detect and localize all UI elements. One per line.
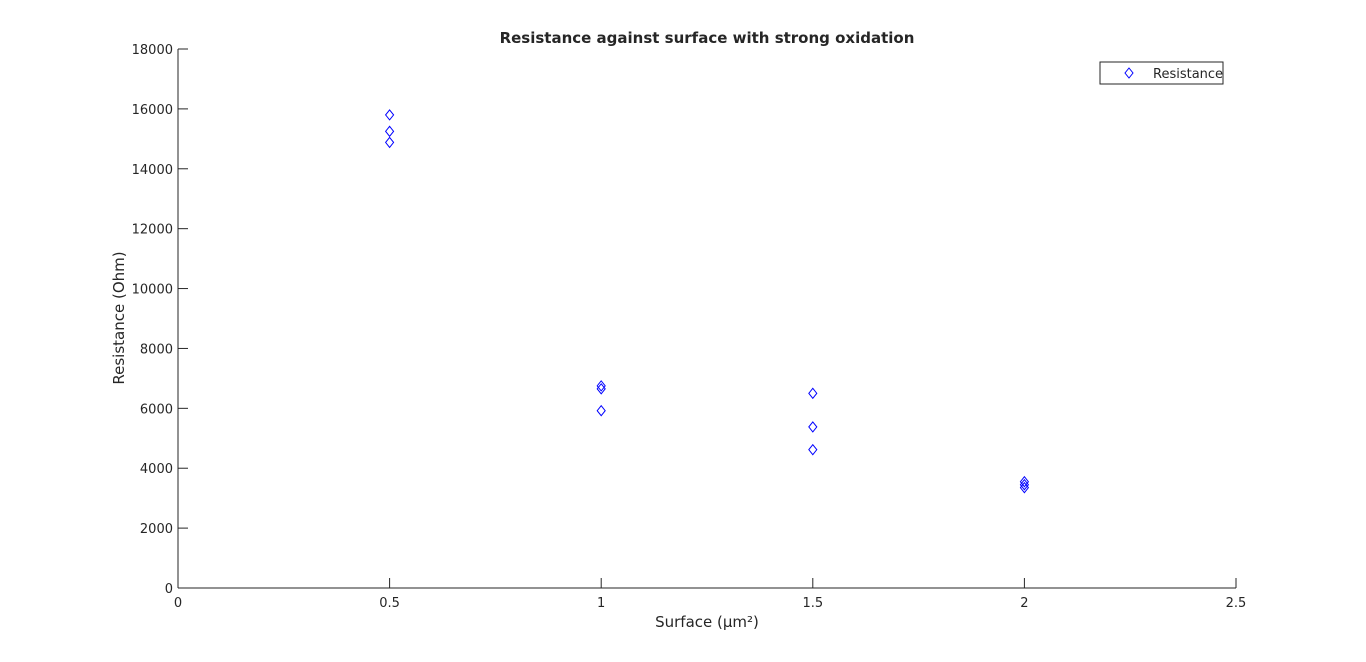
legend: Resistance: [1099, 61, 1224, 85]
axes: [177, 49, 1236, 589]
data-point: [808, 421, 818, 433]
legend-label: Resistance: [1153, 67, 1223, 82]
data-point: [1019, 478, 1030, 491]
data-point: [596, 383, 606, 395]
data-point: [596, 404, 606, 417]
data-points: [384, 109, 1030, 494]
y-tick-label: 10000: [132, 283, 173, 298]
y-tick-label: 12000: [132, 223, 173, 238]
y-tick-label: 18000: [132, 43, 173, 58]
data-point: [384, 125, 395, 138]
y-tick-label: 4000: [140, 462, 173, 477]
x-tick-label: 2: [1020, 596, 1028, 611]
x-tick-label: 0.5: [379, 596, 400, 611]
x-tick-label: 1: [597, 596, 605, 611]
data-point: [1019, 481, 1030, 494]
data-point: [1019, 475, 1030, 488]
data-point: [384, 136, 395, 149]
x-axis-label: Surface (µm²): [655, 613, 759, 631]
data-point: [808, 443, 818, 456]
y-tick-label: 16000: [132, 103, 173, 118]
y-tick-label: 6000: [140, 402, 173, 417]
x-ticks: 0 0.5 1 1.5 2 2.5: [174, 578, 1246, 611]
y-axis-label: Resistance (Ohm): [110, 251, 128, 384]
y-tick-label: 8000: [140, 342, 173, 357]
data-point: [808, 387, 818, 400]
x-tick-label: 0: [174, 596, 182, 611]
x-tick-label: 2.5: [1226, 596, 1247, 611]
y-tick-label: 14000: [132, 163, 173, 178]
chart-title: Resistance against surface with strong o…: [500, 29, 915, 47]
legend-box: [1099, 61, 1224, 85]
y-ticks: 0 2000 4000 6000 8000 10000 12000 14000 16000 180…: [132, 43, 188, 597]
y-tick-label: 2000: [140, 522, 173, 537]
y-tick-label: 0: [165, 582, 173, 597]
data-point: [596, 380, 606, 392]
x-tick-label: 1.5: [802, 596, 823, 611]
data-point: [384, 109, 395, 121]
legend-marker-icon: [1124, 67, 1134, 79]
